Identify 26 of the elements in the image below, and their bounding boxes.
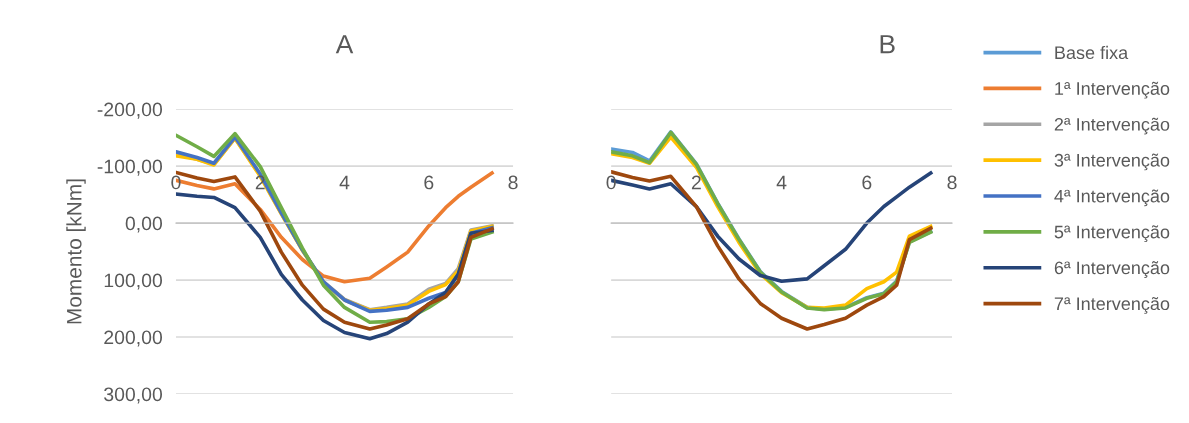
chart-title: A xyxy=(335,35,354,54)
x-tick-label: 6 xyxy=(424,175,434,190)
legend-label: 2ª Intervenção xyxy=(1054,117,1170,135)
legend-label: 7ª Intervenção xyxy=(1054,296,1170,314)
x-tick-label: 4 xyxy=(776,175,787,190)
legend-label: 1ª Intervenção xyxy=(1055,81,1170,99)
y-tick-label: 200,00 xyxy=(104,330,163,347)
x-tick-label: 2 xyxy=(691,175,701,190)
legend-label: Base fixa xyxy=(1055,45,1129,60)
x-tick-label: 0 xyxy=(171,175,181,190)
y-tick-label: 100,00 xyxy=(104,273,163,290)
x-tick-label: 8 xyxy=(508,175,518,190)
legend-label: 3ª Intervenção xyxy=(1054,153,1170,171)
legend-label: 6ª Intervenção xyxy=(1054,261,1170,278)
y-tick-label: -200,00 xyxy=(97,102,163,119)
y-tick-label: -100,00 xyxy=(97,159,163,176)
legend-label: 4ª Intervenção xyxy=(1054,189,1170,207)
y-tick-label: 300,00 xyxy=(104,387,163,404)
x-tick-label: 6 xyxy=(862,175,872,190)
x-tick-label: 0 xyxy=(606,175,616,190)
x-tick-label: 4 xyxy=(339,175,350,190)
legend-label: 5ª Intervenção xyxy=(1054,225,1170,243)
y-axis-title: Momento [kNm] xyxy=(66,179,86,324)
chart-title: B xyxy=(880,35,895,54)
y-tick-label: 0,00 xyxy=(125,216,163,233)
x-tick-label: 8 xyxy=(947,175,957,190)
